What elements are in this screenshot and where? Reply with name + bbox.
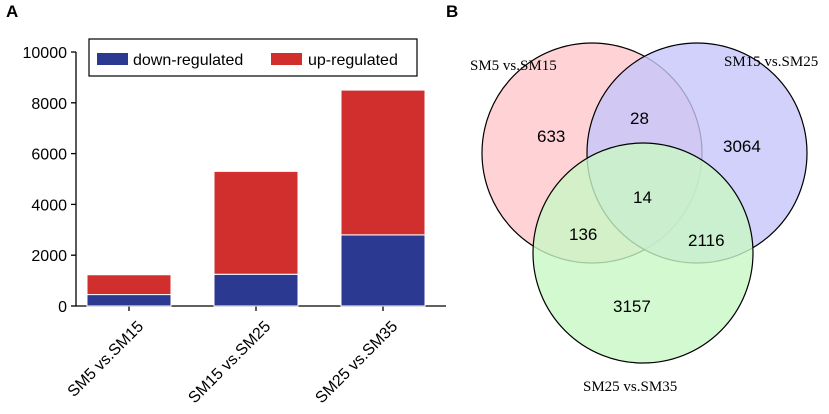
legend-swatch-down (97, 53, 128, 65)
bar-up-3 (340, 89, 426, 236)
venn-count-sm5-sm25-overlap: 136 (569, 225, 597, 244)
y-tick-label: 10000 (23, 45, 68, 62)
y-tick-label: 0 (58, 299, 67, 316)
x-category-label: SM15 vs.SM25 (185, 318, 274, 407)
x-category-label: SM25 vs.SM35 (312, 318, 401, 407)
legend-box (88, 38, 418, 77)
venn-count-sm15-sm25-overlap: 2116 (688, 231, 725, 250)
legend: down-regulated up-regulated (88, 38, 418, 77)
y-tick-label: 8000 (31, 96, 67, 113)
venn-circle-sm25-sm35 (532, 142, 754, 364)
venn-circles (481, 42, 808, 364)
legend-label-down: down-regulated (133, 52, 243, 69)
venn-count-sm25-only: 3157 (613, 297, 651, 316)
venn-diagram: SM5 vs.SM15 SM15 vs.SM25 SM25 vs.SM35 63… (470, 42, 818, 395)
y-tick-label: 6000 (31, 147, 67, 164)
legend-swatch-up (271, 53, 302, 65)
legend-label-up: up-regulated (308, 52, 398, 69)
venn-count-sm5-only: 633 (537, 127, 565, 146)
bar-marks (86, 89, 426, 307)
panel-b-label: B (446, 2, 458, 21)
y-tick-label: 4000 (31, 197, 67, 214)
venn-count-sm15-only: 3064 (723, 137, 761, 156)
venn-set-label-sm25-sm35: SM25 vs.SM35 (583, 379, 677, 395)
bar-down-3 (340, 234, 426, 307)
bar-up-2 (213, 170, 299, 275)
venn-count-all-three: 14 (633, 188, 652, 207)
panel-a-label: A (6, 2, 18, 21)
venn-count-sm5-sm15-overlap: 28 (630, 109, 649, 128)
venn-set-label-sm15-sm25: SM15 vs.SM25 (724, 54, 818, 70)
bar-up-1 (86, 274, 172, 296)
x-category-label: SM5 vs.SM15 (65, 318, 148, 401)
y-tick-label: 2000 (31, 248, 67, 265)
bar-down-1 (86, 294, 172, 307)
stacked-bar-chart: 0 2000 4000 6000 8000 10000 SM5 vs.SM15 SM15 vs… (23, 38, 446, 407)
bar-down-2 (213, 273, 299, 307)
venn-set-label-sm5-sm15: SM5 vs.SM15 (470, 58, 557, 74)
